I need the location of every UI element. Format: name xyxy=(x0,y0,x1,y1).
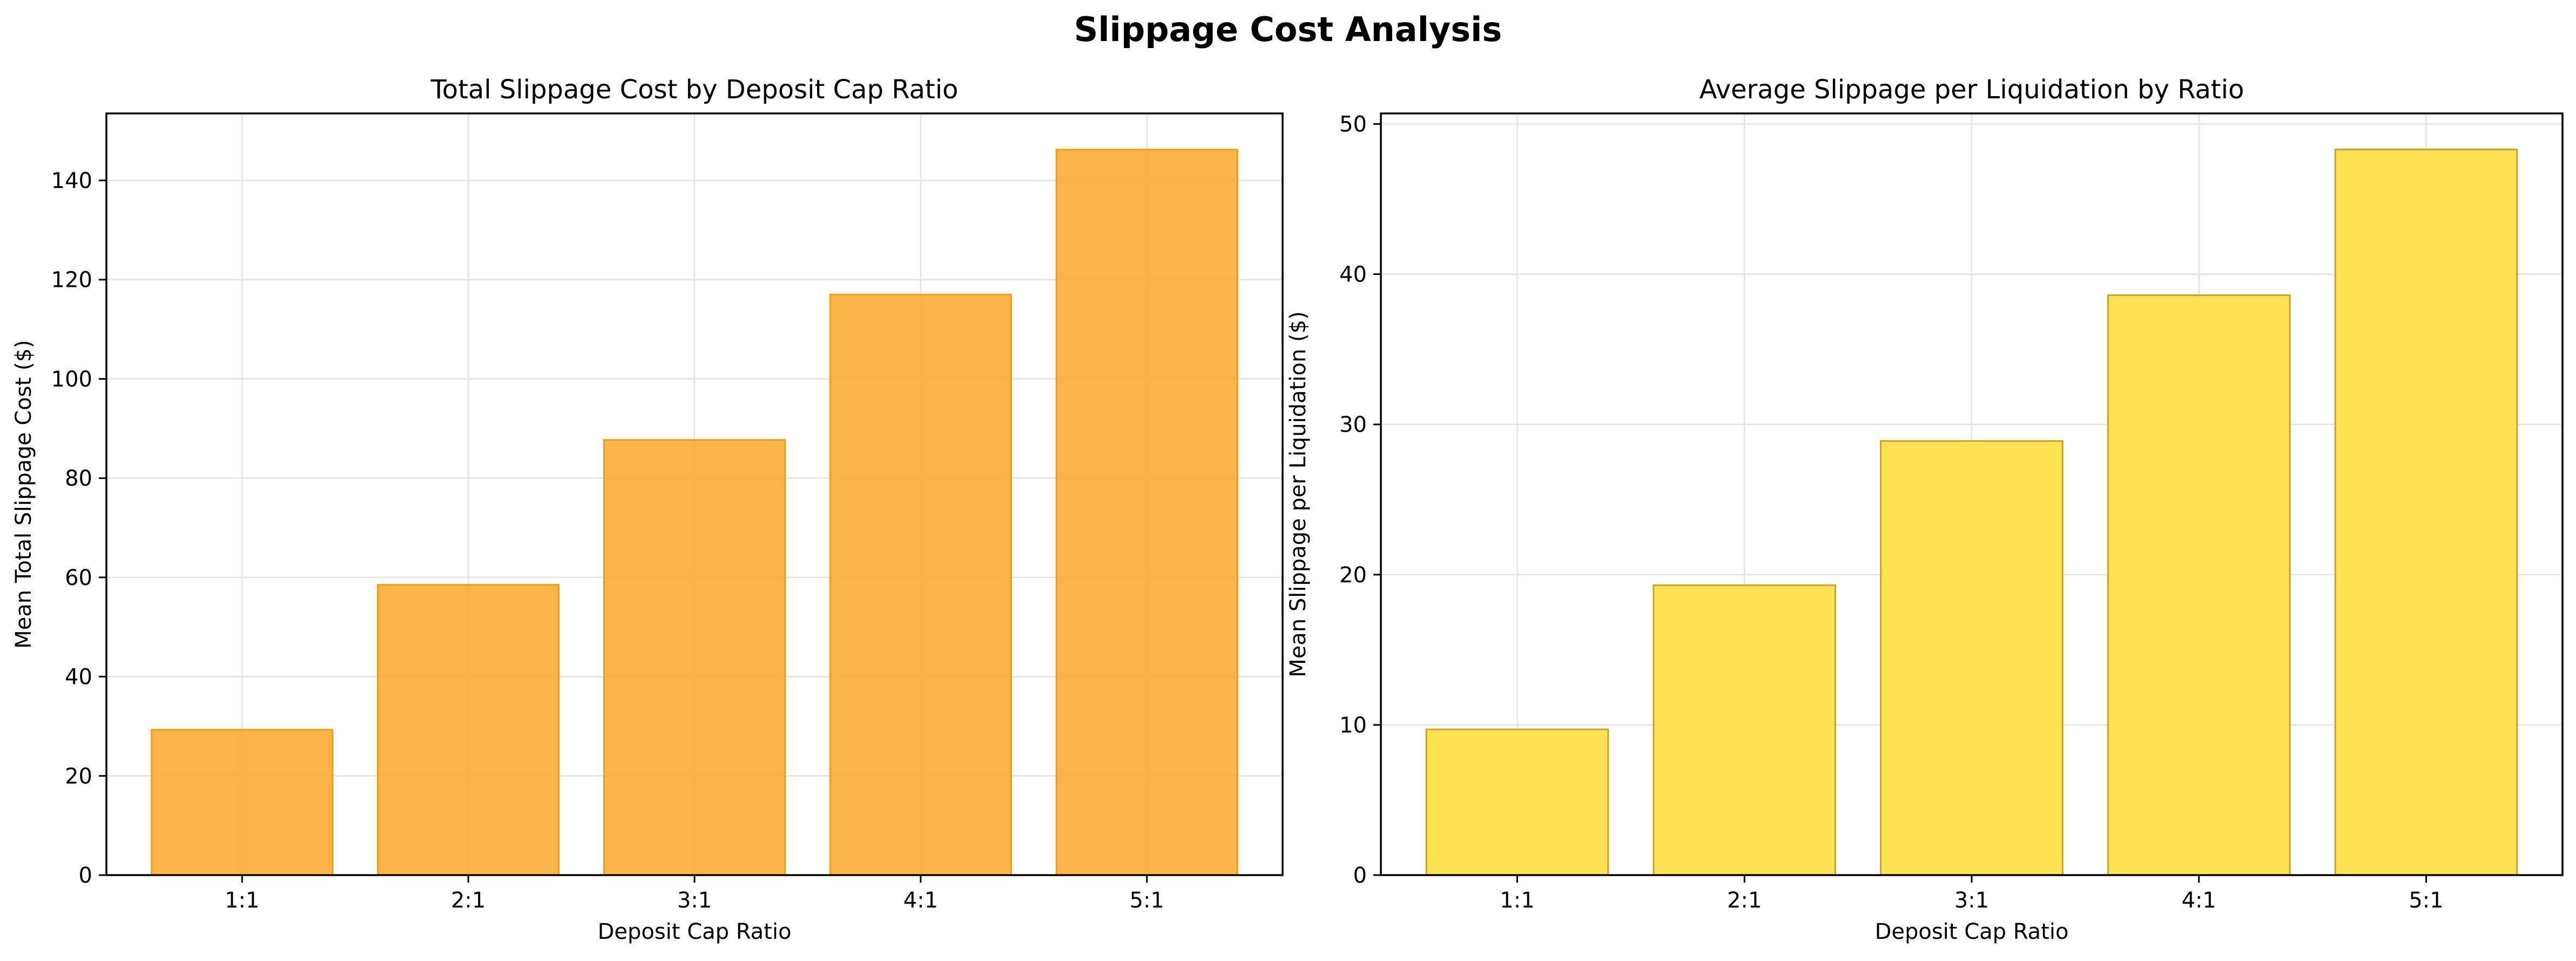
x-tick-label: 5:1 xyxy=(1130,888,1164,913)
x-axis-label: Deposit Cap Ratio xyxy=(1875,919,2069,944)
bar-3-1 xyxy=(603,439,786,876)
chart-title: Total Slippage Cost by Deposit Cap Ratio xyxy=(430,75,959,105)
y-tick-label: 30 xyxy=(1339,413,1367,438)
y-tick-label: 10 xyxy=(1339,713,1367,738)
chart-title: Average Slippage per Liquidation by Rati… xyxy=(1700,75,2244,105)
y-tick-label: 0 xyxy=(79,863,92,888)
x-tick-label: 3:1 xyxy=(1954,888,1989,913)
bar-1-1 xyxy=(1425,728,1609,876)
bar-5-1 xyxy=(1055,149,1238,876)
x-tick-label: 3:1 xyxy=(677,888,712,913)
x-tick-label: 4:1 xyxy=(903,888,938,913)
bar-4-1 xyxy=(2107,294,2291,876)
bar-5-1 xyxy=(2334,149,2518,876)
y-axis-label: Mean Slippage per Liquidation ($) xyxy=(1286,311,1311,677)
x-axis-label: Deposit Cap Ratio xyxy=(598,919,792,944)
bar-4-1 xyxy=(829,293,1012,876)
y-tick-label: 40 xyxy=(65,665,92,690)
x-tick-label: 2:1 xyxy=(451,888,485,913)
y-tick-label: 60 xyxy=(65,566,92,590)
y-tick-label: 120 xyxy=(51,268,92,293)
y-tick-label: 140 xyxy=(51,169,92,193)
y-tick-label: 40 xyxy=(1339,263,1367,287)
y-tick-label: 20 xyxy=(1339,563,1367,588)
y-tick-label: 20 xyxy=(65,764,92,789)
x-tick-label: 2:1 xyxy=(1727,888,1762,913)
chart-1: 0 20 40 60 80 100 120 140 1:1 2:1 3:1 4:1 5:1 Total S… xyxy=(11,75,1284,944)
bar-2-1 xyxy=(377,584,560,876)
y-tick-label: 100 xyxy=(51,367,92,392)
y-tick-label: 0 xyxy=(1353,863,1367,888)
bar-3-1 xyxy=(1880,440,2064,876)
bar-1-1 xyxy=(151,729,334,876)
y-tick-label: 80 xyxy=(65,466,92,491)
bar-2-1 xyxy=(1653,584,1837,876)
x-tick-label: 5:1 xyxy=(2409,888,2443,913)
x-tick-label: 4:1 xyxy=(2182,888,2216,913)
y-axis-label: Mean Total Slippage Cost ($) xyxy=(11,340,36,649)
figure-title: Slippage Cost Analysis xyxy=(1074,10,1502,49)
y-tick-label: 50 xyxy=(1339,112,1367,137)
chart-2: 0 10 20 30 40 50 1:1 2:1 3:1 4:1 5:1 Average Slippa… xyxy=(1286,75,2564,944)
x-tick-label: 1:1 xyxy=(225,888,259,913)
x-tick-label: 1:1 xyxy=(1500,888,1534,913)
